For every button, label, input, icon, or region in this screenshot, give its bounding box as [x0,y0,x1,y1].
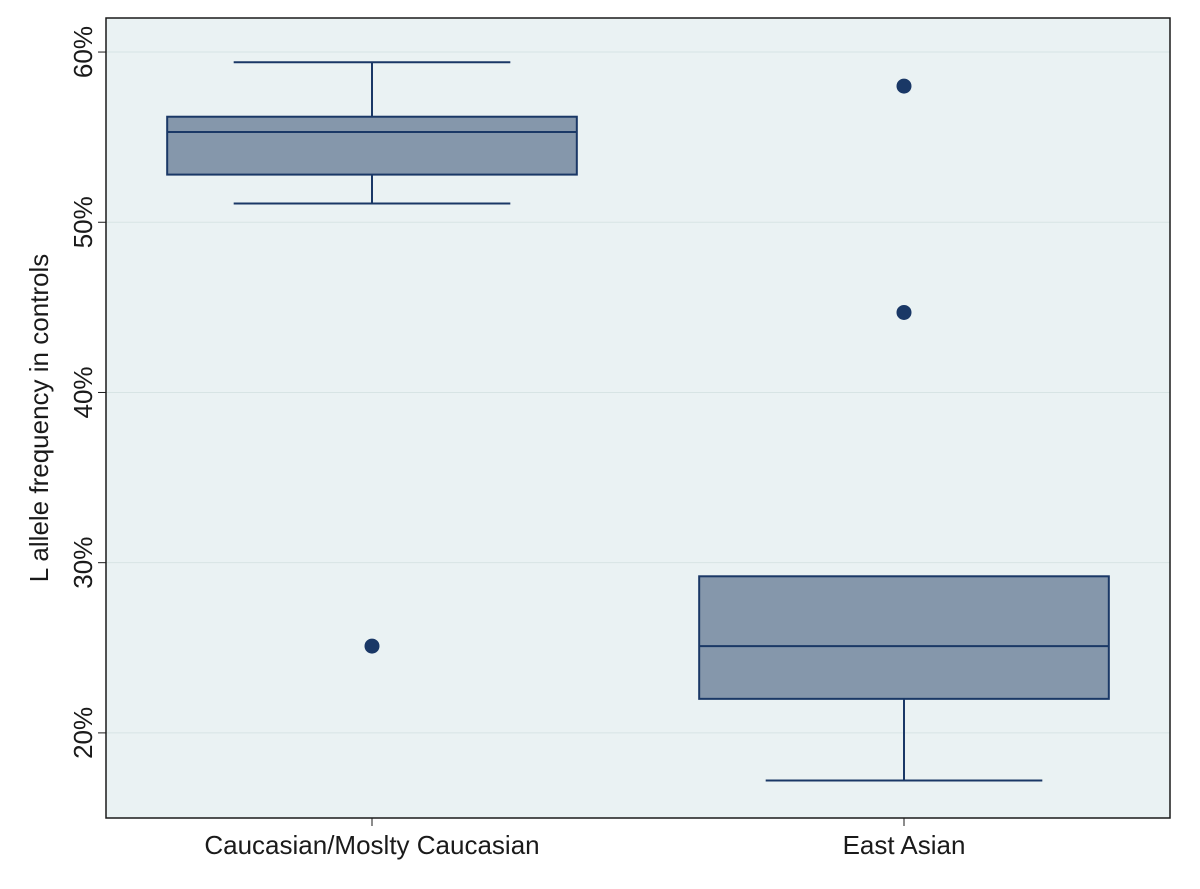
box [699,576,1109,699]
boxplot-chart: 20% 30% 40% 50% 60% L allele frequency in con… [0,0,1200,889]
y-tick-label: 40% [68,366,98,418]
x-tick-label: Caucasian/Moslty Caucasian [204,830,539,860]
outlier-point [897,79,911,93]
outlier-point [897,305,911,319]
chart-container: 20% 30% 40% 50% 60% L allele frequency in con… [0,0,1200,889]
y-tick-label: 30% [68,537,98,589]
y-tick-label: 50% [68,196,98,248]
outlier-point [365,639,379,653]
y-tick-label: 60% [68,26,98,78]
x-tick-label: East Asian [843,830,966,860]
y-tick-label: 20% [68,707,98,759]
y-axis-title: L allele frequency in controls [24,254,54,583]
box [167,117,577,175]
